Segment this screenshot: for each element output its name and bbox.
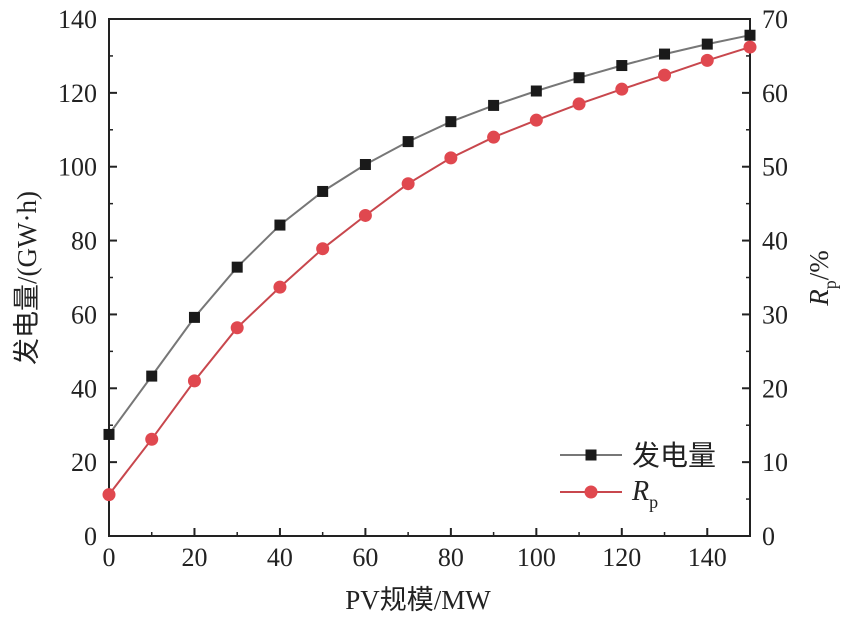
y-axis-right-title: Rp/%: [804, 250, 840, 307]
data-point-square: [231, 261, 243, 273]
series-1: [102, 40, 757, 502]
data-point-circle: [444, 151, 458, 165]
y-right-tick-label: 50: [762, 153, 788, 182]
x-axis-title: PV规模/MW: [345, 585, 491, 615]
legend-label-generation: 发电量: [632, 440, 716, 472]
data-point-square: [530, 85, 542, 97]
plot-series: [102, 29, 757, 502]
data-point-square: [659, 48, 671, 60]
y-right-tick-label: 10: [762, 448, 788, 477]
data-point-circle: [743, 40, 757, 54]
data-point-circle: [529, 113, 543, 127]
y-axis-right-title-main: R: [804, 289, 834, 307]
x-tick-label: 80: [438, 543, 464, 572]
legend: 发电量 Rp: [560, 440, 716, 512]
y-left-tick-label: 80: [71, 227, 97, 256]
x-tick-label: 100: [517, 543, 556, 572]
legend-label-rp-main: R: [631, 476, 649, 507]
data-point-circle: [401, 177, 415, 191]
data-point-circle: [615, 82, 629, 96]
y-axis-right-title-suffix: /%: [804, 250, 834, 280]
data-point-circle: [700, 53, 714, 67]
y-right-tick-label: 60: [762, 79, 788, 108]
y-left-tick-label: 60: [71, 300, 97, 329]
legend-marker-rp: [584, 485, 598, 499]
data-point-circle: [658, 68, 672, 82]
data-point-circle: [572, 97, 586, 111]
ticks: 0 20 40 60 80 100 120 140 0 20 40 60 80 100 120 140 0 10 2…: [58, 5, 788, 572]
x-tick-label: 40: [267, 543, 293, 572]
series-line-0: [108, 34, 751, 435]
data-point-circle: [102, 488, 116, 502]
y-left-tick-label: 0: [84, 522, 97, 551]
data-point-square: [146, 370, 158, 382]
x-tick-label: 140: [688, 543, 727, 572]
x-tick-label: 20: [181, 543, 207, 572]
data-point-circle: [358, 208, 372, 222]
data-point-square: [317, 185, 329, 197]
y-axis-left-title: 发电量/(GW·h): [12, 191, 42, 365]
y-left-tick-label: 120: [58, 79, 97, 108]
data-point-square: [359, 158, 371, 170]
y-right-tick-label: 0: [762, 522, 775, 551]
data-point-square: [744, 29, 756, 41]
y-left-tick-label: 100: [58, 153, 97, 182]
x-tick-label: 0: [103, 543, 116, 572]
data-point-circle: [145, 432, 159, 446]
y-left-tick-label: 140: [58, 5, 97, 34]
data-point-square: [701, 38, 713, 50]
y-right-tick-label: 30: [762, 300, 788, 329]
data-point-square: [616, 60, 628, 72]
x-tick-label: 120: [602, 543, 641, 572]
y-right-tick-label: 70: [762, 5, 788, 34]
data-point-circle: [187, 374, 201, 388]
data-point-square: [573, 72, 585, 84]
y-left-tick-label: 40: [71, 374, 97, 403]
data-point-circle: [273, 280, 287, 294]
data-point-circle: [487, 130, 501, 144]
legend-marker-generation: [585, 449, 597, 461]
data-point-circle: [316, 242, 330, 256]
y-left-tick-label: 20: [71, 448, 97, 477]
series-line-1: [108, 46, 751, 496]
data-point-circle: [230, 321, 244, 335]
legend-label-rp: Rp: [631, 476, 658, 512]
data-point-square: [188, 311, 200, 323]
data-point-square: [402, 136, 414, 148]
data-point-square: [274, 219, 286, 231]
series-0: [103, 29, 756, 440]
x-tick-label: 60: [352, 543, 378, 572]
y-right-tick-label: 40: [762, 227, 788, 256]
data-point-square: [445, 116, 457, 128]
legend-label-rp-sub: p: [649, 492, 658, 512]
y-axis-right-title-sub: p: [820, 280, 840, 289]
data-point-square: [488, 99, 500, 111]
data-point-square: [103, 428, 115, 440]
y-right-tick-label: 20: [762, 374, 788, 403]
